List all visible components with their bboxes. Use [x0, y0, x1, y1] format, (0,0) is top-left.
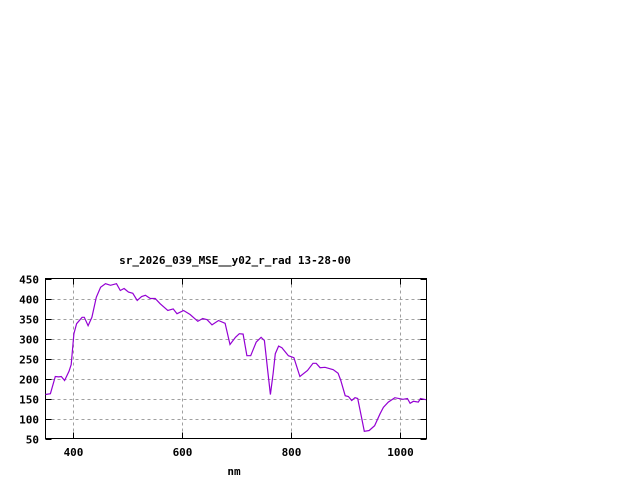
plot-border	[45, 278, 427, 439]
y-tick-label: 450	[19, 274, 39, 287]
ticks: 50 100 150 200 250 300 350 400 450 400 600 800 1000	[19, 274, 427, 459]
y-tick-label: 300	[19, 334, 39, 347]
x-tick-label: 800	[282, 446, 302, 459]
x-tick-label: 1000	[387, 446, 414, 459]
y-tick-label: 150	[19, 394, 39, 407]
y-tick-label: 400	[19, 294, 39, 307]
y-tick-label: 350	[19, 314, 39, 327]
grid	[45, 278, 427, 439]
x-axis-label: nm	[227, 465, 241, 478]
y-tick-label: 200	[19, 374, 39, 387]
y-tick-label: 50	[26, 434, 39, 447]
x-tick-label: 400	[64, 446, 84, 459]
y-tick-label: 100	[19, 414, 39, 427]
series-line	[45, 283, 427, 432]
x-tick-label: 600	[173, 446, 193, 459]
y-tick-label: 250	[19, 354, 39, 367]
chart-title: sr_2026_039_MSE__y02_r_rad 13-28-00	[119, 254, 351, 267]
